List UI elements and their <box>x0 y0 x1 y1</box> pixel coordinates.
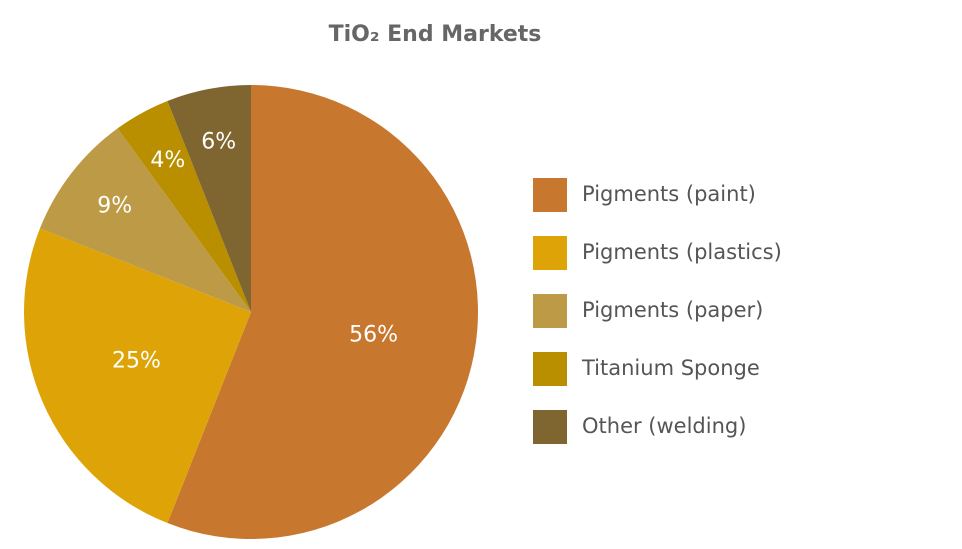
pie-slice <box>167 85 478 539</box>
legend-swatch <box>533 294 567 328</box>
legend-label: Titanium Sponge <box>581 356 760 380</box>
value-label: 25% <box>112 349 161 374</box>
legend-swatch <box>533 236 567 270</box>
value-label: 56% <box>349 322 398 347</box>
value-label: 9% <box>97 193 132 218</box>
pie-slice <box>117 100 251 312</box>
chart-title: TiO₂ End Markets <box>329 22 542 47</box>
legend-label: Pigments (paint) <box>582 182 756 206</box>
value-label: 4% <box>150 148 185 173</box>
legend-label: Other (welding) <box>582 414 746 438</box>
pie-slice <box>23 228 251 524</box>
legend-swatch <box>533 410 567 444</box>
value-label: 6% <box>201 130 236 155</box>
pie-slice <box>39 128 252 312</box>
legend-label: Pigments (paper) <box>582 298 763 322</box>
legend-swatch <box>533 178 567 212</box>
pie-slice <box>167 85 251 312</box>
legend-swatch <box>533 352 567 386</box>
legend-label: Pigments (plastics) <box>582 240 782 264</box>
